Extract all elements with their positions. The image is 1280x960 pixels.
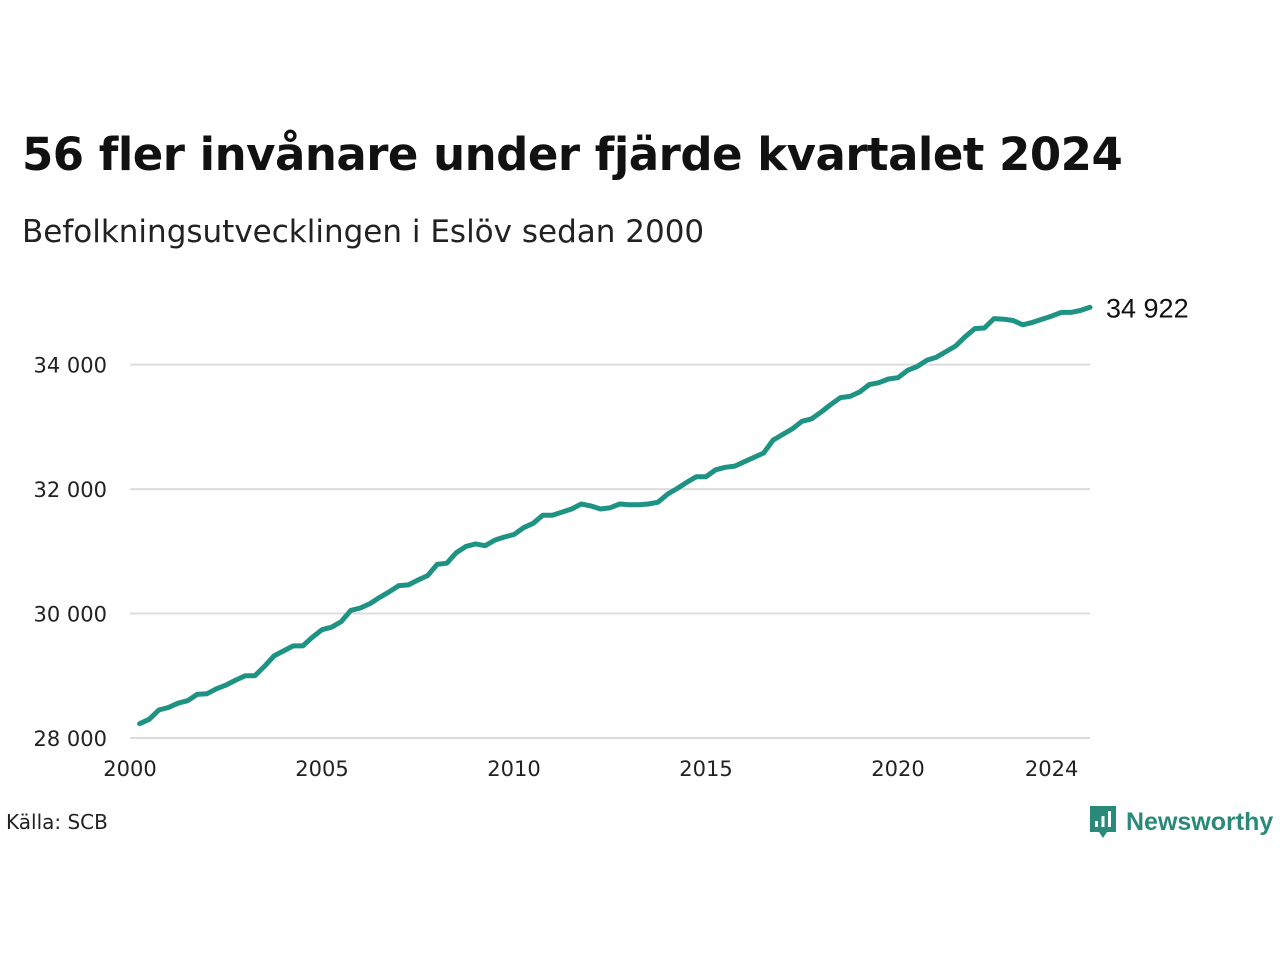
source-note: Källa: SCB [6,810,108,834]
logo-text: Newsworthy [1126,807,1274,836]
x-tick-label: 2010 [487,757,540,781]
y-tick-labels: 28 000 30 000 32 000 34 000 [34,354,107,751]
y-tick-label: 34 000 [34,354,107,378]
chart-title: 56 fler invånare under fjärde kvartalet … [22,128,1123,181]
newsworthy-logo: Newsworthy [1088,804,1273,840]
x-tick-label: 2005 [295,757,348,781]
grid-layer [130,363,1090,739]
x-tick-label: 2024 [1025,757,1078,781]
chart-subtitle: Befolkningsutvecklingen i Eslöv sedan 20… [22,214,705,250]
y-tick-label: 32 000 [34,478,107,502]
x-tick-label: 2000 [103,757,156,781]
newsworthy-logo-icon [1090,806,1116,838]
x-tick-label: 2015 [679,757,732,781]
x-tick-label: 2020 [871,757,924,781]
series-line-population [137,304,1093,727]
end-value-label: 34 922 [1106,293,1189,323]
x-tick-labels: 2000 2005 2010 2015 2020 2024 [103,757,1078,781]
y-tick-label: 28 000 [34,727,107,751]
y-tick-label: 30 000 [34,603,107,627]
